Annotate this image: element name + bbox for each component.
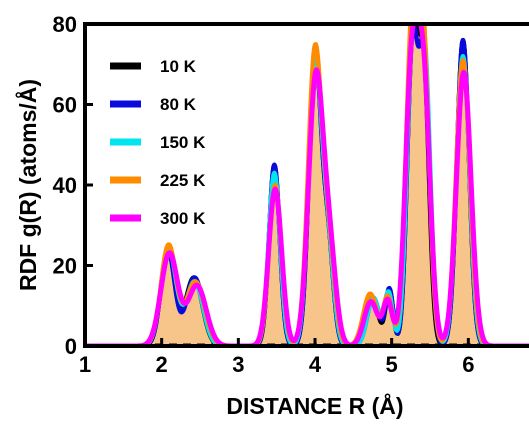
- x-tick-label-2: 3: [232, 352, 244, 377]
- x-axis-title: DISTANCE R (Å): [226, 392, 403, 419]
- x-tick-label-4: 5: [386, 352, 398, 377]
- series-line-4: [85, 24, 529, 346]
- curve-layer: [85, 24, 529, 346]
- legend: 10 K 80 K 150 K 225 K 300 K: [110, 57, 206, 228]
- legend-label-2: 150 K: [160, 133, 206, 152]
- legend-label-3: 225 K: [160, 171, 206, 190]
- legend-label-1: 80 K: [160, 95, 197, 114]
- legend-label-4: 300 K: [160, 209, 206, 228]
- y-tick-label-4: 80: [53, 12, 77, 37]
- shaded-area-layer: [85, 24, 529, 346]
- x-tick-label-1: 2: [156, 352, 168, 377]
- y-tick-label-2: 40: [53, 173, 77, 198]
- y-tick-label-1: 20: [53, 254, 77, 279]
- shaded-area: [85, 24, 529, 346]
- y-axis-title: RDF g(R) (atoms/Å): [14, 79, 41, 291]
- y-tick-label-3: 60: [53, 93, 77, 118]
- x-tick-label-3: 4: [309, 352, 322, 377]
- y-tick-label-0: 0: [65, 334, 77, 359]
- x-tick-label-5: 6: [462, 352, 474, 377]
- x-tick-label-0: 1: [79, 352, 91, 377]
- legend-label-0: 10 K: [160, 57, 197, 76]
